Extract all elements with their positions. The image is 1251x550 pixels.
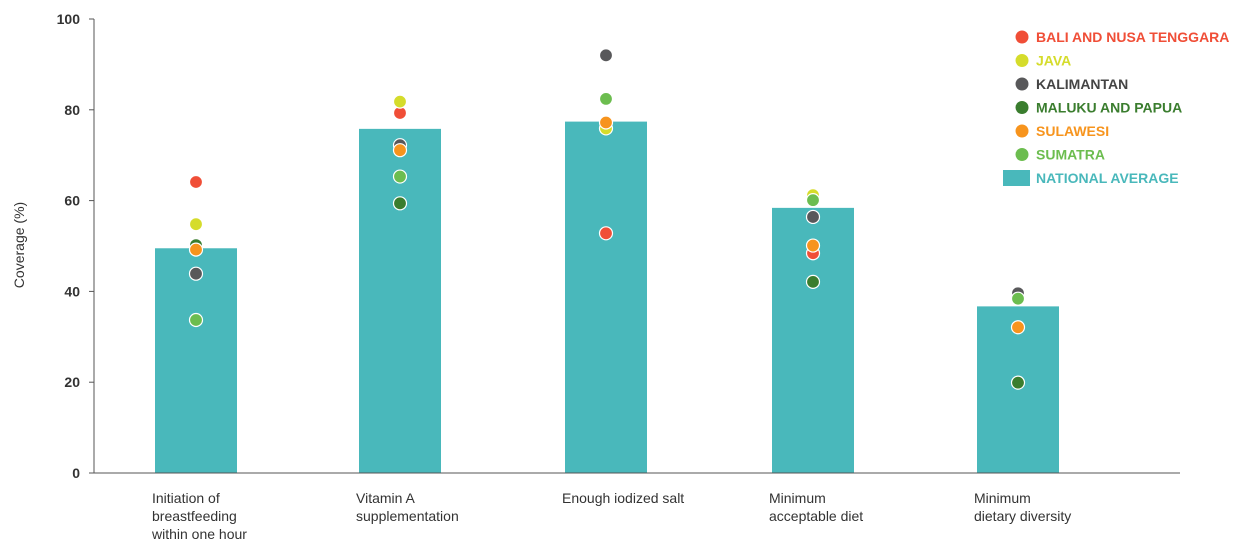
x-tick-label-line: dietary diversity bbox=[974, 508, 1071, 524]
legend-marker bbox=[1015, 101, 1029, 114]
data-point-sulawesi bbox=[188, 242, 204, 257]
legend-marker bbox=[1015, 54, 1029, 67]
x-tick-label: Minimum acceptable diet bbox=[769, 490, 863, 524]
data-point-bali-and-nusa-tenggara bbox=[598, 226, 614, 241]
x-tick-label: Minimum dietary diversity bbox=[974, 490, 1071, 524]
data-point-sumatra bbox=[598, 91, 614, 107]
x-tick-label: Enough iodized salt bbox=[562, 490, 684, 506]
x-tick-label: Vitamin A supplementation bbox=[356, 490, 459, 524]
legend-label: SUMATRA bbox=[1036, 147, 1105, 163]
y-tick-label: 80 bbox=[64, 102, 80, 118]
legend-label: SULAWESI bbox=[1036, 123, 1109, 139]
data-point-bali-and-nusa-tenggara bbox=[188, 174, 204, 190]
bar-national-average bbox=[359, 128, 441, 474]
points-layer bbox=[188, 48, 1026, 390]
legend-marker bbox=[1015, 30, 1029, 44]
axes-layer: 0 20 40 60 80 100 Initiation of breastfeeding wi… bbox=[57, 11, 1180, 542]
data-point-kalimantan bbox=[805, 209, 821, 225]
bar-national-average bbox=[155, 248, 237, 473]
x-tick-label-line: supplementation bbox=[356, 508, 459, 524]
bar-national-average bbox=[565, 121, 647, 473]
x-tick-label-line: Enough iodized salt bbox=[562, 490, 684, 506]
data-point-sulawesi bbox=[805, 238, 821, 253]
y-axis-title: Coverage (%) bbox=[11, 202, 27, 288]
data-point-sumatra bbox=[1010, 291, 1026, 306]
y-tick-label: 100 bbox=[57, 11, 81, 27]
legend: BALI AND NUSA TENGGARA JAVA KALIMANTAN MALU… bbox=[1003, 29, 1229, 186]
data-point-maluku-and-papua bbox=[805, 274, 821, 289]
x-tick-label-line: breastfeeding bbox=[152, 508, 237, 524]
y-tick-label: 60 bbox=[64, 193, 80, 209]
data-point-kalimantan bbox=[188, 266, 204, 281]
x-tick-label-line: Minimum bbox=[974, 490, 1031, 506]
data-point-sulawesi bbox=[598, 115, 614, 130]
data-point-maluku-and-papua bbox=[392, 196, 408, 211]
y-tick-label: 0 bbox=[72, 465, 80, 481]
data-point-sulawesi bbox=[1010, 320, 1026, 335]
x-tick-label: Initiation of breastfeeding within one hou… bbox=[151, 490, 247, 542]
x-tick-label-line: Minimum bbox=[769, 490, 826, 506]
y-tick-label: 40 bbox=[64, 283, 80, 299]
legend-label: JAVA bbox=[1036, 53, 1071, 69]
bars-layer bbox=[155, 121, 1059, 474]
legend-marker-bar bbox=[1003, 170, 1030, 186]
data-point-sumatra bbox=[188, 312, 204, 328]
data-point-java bbox=[188, 217, 204, 232]
x-tick-label-line: within one hour bbox=[151, 526, 247, 542]
data-point-java bbox=[392, 94, 408, 109]
data-point-kalimantan bbox=[598, 48, 614, 63]
x-tick-label-line: Vitamin A bbox=[356, 490, 416, 506]
x-tick-label-line: acceptable diet bbox=[769, 508, 863, 524]
y-tick-label: 20 bbox=[64, 374, 80, 390]
legend-label: NATIONAL AVERAGE bbox=[1036, 170, 1179, 186]
legend-marker bbox=[1015, 124, 1029, 138]
legend-label: BALI AND NUSA TENGGARA bbox=[1036, 29, 1229, 45]
legend-marker bbox=[1015, 148, 1029, 161]
legend-marker bbox=[1015, 77, 1029, 91]
data-point-sumatra bbox=[805, 193, 821, 208]
data-point-maluku-and-papua bbox=[1010, 375, 1026, 390]
legend-label: KALIMANTAN bbox=[1036, 76, 1128, 92]
x-tick-label-line: Initiation of bbox=[152, 490, 220, 506]
data-point-sumatra bbox=[392, 169, 408, 184]
legend-label: MALUKU AND PAPUA bbox=[1036, 100, 1182, 116]
data-point-sulawesi bbox=[392, 143, 408, 158]
